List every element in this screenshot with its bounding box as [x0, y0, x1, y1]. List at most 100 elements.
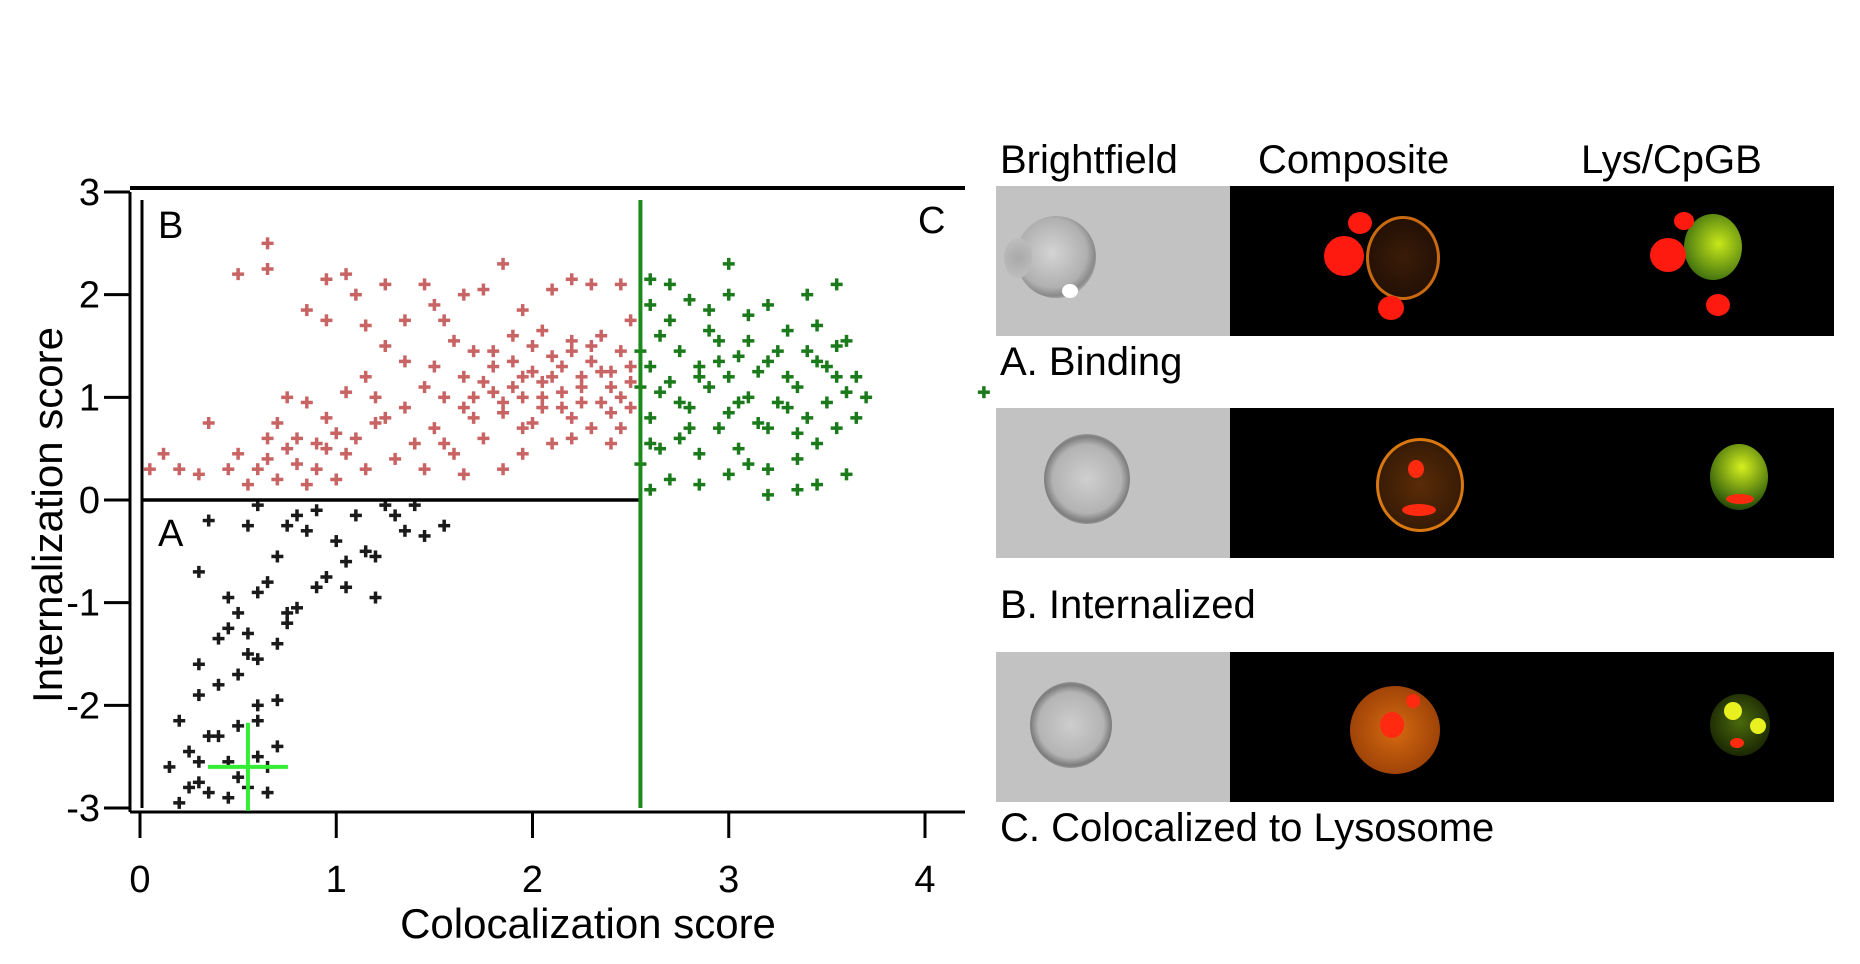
data-point: [762, 488, 774, 501]
data-point: [683, 422, 696, 435]
data-point: [497, 463, 510, 476]
composite-and-lys-image: [1230, 186, 1834, 336]
data-point: [291, 458, 303, 471]
data-point: [232, 719, 245, 732]
data-point: [703, 381, 716, 394]
data-point: [644, 411, 657, 424]
data-point: [389, 509, 402, 522]
data-point: [251, 653, 264, 666]
data-point: [663, 375, 676, 388]
data-point: [497, 396, 510, 409]
data-point: [840, 386, 853, 399]
data-point: [241, 648, 254, 660]
data-point: [487, 360, 500, 373]
data-point: [654, 386, 667, 399]
data-point: [605, 406, 617, 419]
data-point: [585, 278, 598, 291]
data-point: [241, 519, 254, 532]
data-point: [585, 340, 598, 352]
red-spot: [1380, 712, 1404, 738]
data-point: [281, 519, 294, 532]
red-blob: [1706, 294, 1730, 316]
data-point: [369, 550, 382, 563]
data-point: [163, 760, 176, 773]
data-point: [732, 396, 745, 409]
composite-and-lys-image: [1230, 652, 1834, 802]
data-point: [644, 298, 657, 311]
data-point: [300, 478, 313, 491]
data-point: [624, 360, 637, 373]
data-point: [173, 796, 186, 809]
data-point: [398, 401, 411, 414]
data-point: [232, 771, 245, 784]
data-point: [359, 370, 372, 383]
data-point: [359, 463, 372, 476]
data-point: [752, 417, 765, 429]
row-label-internalized: B. Internalized: [1000, 583, 1256, 627]
data-point: [585, 422, 598, 435]
data-point: [271, 740, 284, 753]
data-point: [320, 571, 333, 583]
data-point: [340, 386, 353, 399]
data-point: [232, 268, 245, 281]
data-point: [271, 473, 284, 486]
data-point: [157, 447, 170, 460]
data-point: [418, 529, 431, 542]
data-point: [506, 381, 519, 394]
data-point: [143, 463, 156, 476]
data-point: [762, 422, 774, 435]
gate-label-c: C: [918, 200, 945, 242]
data-point: [457, 468, 470, 481]
data-point: [614, 422, 627, 435]
red-blob: [1348, 212, 1372, 234]
data-point: [801, 345, 814, 358]
y-tick-label: 1: [79, 377, 100, 419]
lys-cell: [1684, 214, 1742, 280]
data-point: [722, 406, 735, 419]
data-point: [271, 550, 284, 563]
image-row-binding: [996, 186, 1834, 336]
data-point: [261, 786, 274, 799]
red-spot: [1408, 460, 1424, 478]
data-point: [565, 273, 578, 286]
cell-fragment: [1004, 238, 1032, 278]
data-point: [467, 411, 480, 424]
data-point: [438, 314, 451, 327]
y-axis-label: Internalization score: [24, 327, 71, 703]
data-point: [330, 473, 343, 486]
y-tick-label: 0: [79, 480, 100, 522]
data-point: [477, 375, 490, 388]
data-point: [359, 319, 372, 332]
data-point: [722, 288, 735, 301]
data-point: [173, 714, 186, 727]
composite-and-lys-image: [1230, 408, 1834, 558]
data-point: [536, 391, 549, 404]
data-point: [477, 432, 490, 445]
data-point: [320, 411, 333, 424]
data-point: [202, 730, 215, 743]
row-label-binding: A. Binding: [1000, 340, 1183, 384]
data-point: [516, 304, 529, 317]
data-point: [830, 340, 843, 352]
data-point: [212, 678, 225, 691]
data-point: [791, 452, 804, 465]
data-point: [271, 637, 284, 650]
header-brightfield: Brightfield: [1000, 138, 1178, 182]
data-point: [830, 422, 843, 435]
data-point: [192, 468, 205, 481]
gate-label-b: B: [158, 205, 183, 247]
data-point: [595, 329, 608, 342]
data-point: [487, 386, 500, 399]
data-point: [497, 257, 510, 270]
data-point: [654, 329, 667, 342]
data-point: [183, 781, 196, 794]
data-point: [546, 437, 559, 450]
data-point: [448, 334, 460, 347]
data-point: [703, 324, 716, 337]
data-point: [340, 447, 353, 460]
data-point: [526, 365, 539, 378]
gate-lines: [142, 200, 643, 811]
data-point: [801, 411, 814, 424]
data-point: [771, 396, 784, 409]
data-point: [241, 627, 254, 640]
